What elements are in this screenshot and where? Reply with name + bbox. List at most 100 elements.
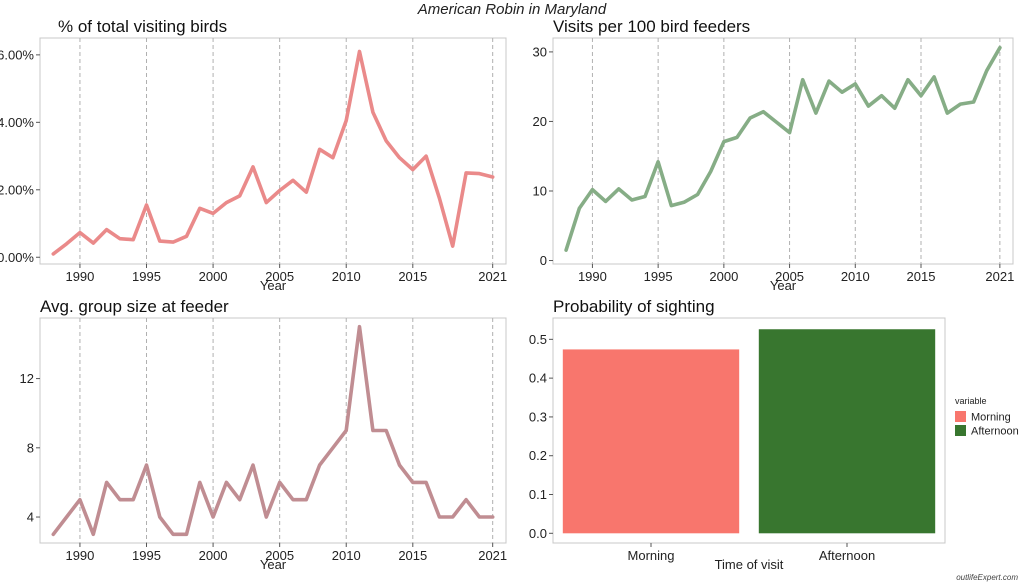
panel-3-data-point: [491, 516, 494, 518]
panel-1-data-point: [105, 228, 108, 231]
panel-3-data-point: [372, 429, 374, 432]
panel-1-xtick-label: 2021: [478, 269, 507, 284]
panel-1-data-point: [372, 111, 374, 114]
panel-1-xtick-label: 2005: [265, 269, 294, 284]
panel-4-ytick-label: 0.0: [529, 526, 547, 541]
legend: variable Morning Afternoon: [955, 396, 1019, 438]
panel-1-ytick-label: 4.00%: [0, 115, 34, 130]
panel-2-data-point: [907, 78, 909, 81]
panel-2-data-point: [657, 160, 659, 163]
panel-3-data-point: [238, 498, 241, 501]
figure-title: American Robin in Maryland: [417, 1, 607, 18]
panel-3-data-point: [412, 481, 414, 484]
panel-2-xtick-label: 2015: [907, 269, 936, 284]
chart-panel-2: Visits per 100 bird feeders 0 10 20 30 1990 19…: [533, 17, 1015, 293]
panel-2-data-point: [880, 94, 883, 97]
panel-2-data-point: [617, 188, 620, 190]
panel-3-ytick-label: 8: [27, 440, 34, 455]
panel-2-data-point: [985, 69, 988, 72]
panel-3-data-point: [145, 464, 148, 466]
panel-3-data-point: [438, 516, 441, 518]
panel-2-data-point: [854, 83, 857, 85]
panel-3-data-point: [465, 498, 467, 501]
panel-3-data-point: [132, 498, 134, 501]
panel-3-data-point: [225, 481, 228, 484]
legend-label-afternoon: Afternoon: [971, 426, 1019, 438]
panel-1-data-point: [491, 176, 494, 178]
panel-1-title: % of total visiting birds: [58, 17, 227, 36]
panel-3-xtick-label: 1990: [65, 548, 94, 563]
panel-1-xtick-label: 1995: [132, 269, 161, 284]
bar-afternoon: [758, 329, 936, 534]
panel-3-data-point: [52, 533, 55, 536]
panel-4-ytick-label: 0.2: [529, 448, 547, 463]
panel-2-data-point: [867, 105, 870, 107]
panel-2-data-point: [959, 103, 962, 105]
panel-2-data-point: [565, 249, 567, 251]
chart-panel-4: Probability of sighting 0.0 0.1 0.2 0.3 0.4 0.…: [529, 297, 1019, 572]
panel-3-data-point: [305, 498, 308, 501]
panel-2-xtick-label: 2010: [841, 269, 870, 284]
panel-4-xtick-label: Afternoon: [819, 548, 875, 563]
panel-2-title: Visits per 100 bird feeders: [553, 17, 750, 36]
panel-3-data-point: [265, 516, 268, 518]
panel-1-data-point: [358, 50, 361, 53]
bar-morning: [562, 349, 740, 534]
panel-3-data-point: [292, 498, 294, 501]
panel-3-data-point: [92, 533, 95, 536]
panel-2-data-point: [828, 80, 830, 82]
panel-2-data-point: [591, 188, 594, 191]
panel-2-data-point: [815, 112, 817, 114]
panel-2-plot-area: [552, 37, 1014, 265]
panel-3-data-point: [318, 464, 321, 466]
panel-1-xtick-label: 2000: [199, 269, 228, 284]
panel-1-data-point: [345, 119, 348, 122]
panel-1-data-point: [198, 207, 201, 210]
panel-2-ytick-label: 10: [533, 183, 547, 198]
panel-2-data-point: [696, 193, 699, 196]
panel-1-ytick-label: 6.00%: [0, 47, 34, 62]
panel-3-xtick-label: 2015: [398, 548, 427, 563]
panel-3-data-point: [358, 325, 361, 328]
panel-1-data-point: [119, 237, 121, 240]
panel-2-data-point: [946, 112, 949, 114]
panel-1-data-point: [412, 168, 414, 171]
panel-1-data-point: [145, 204, 148, 206]
panel-2-xtick-label: 2005: [775, 269, 804, 284]
chart-panel-3: Avg. group size at feeder 4 8 12 1990 1995 200…: [20, 297, 508, 572]
panel-3-data-point: [345, 429, 348, 432]
panel-4-title: Probability of sighting: [553, 297, 715, 316]
panel-1-data-point: [438, 197, 441, 200]
panel-3-xtick-label: 1995: [132, 548, 161, 563]
panel-1-data-point: [238, 195, 241, 197]
panel-3-data-point: [425, 481, 427, 484]
panel-2-xtick-label: 1990: [578, 269, 607, 284]
panel-2-xtick-label: 2021: [985, 269, 1014, 284]
panel-4-ytick-label: 0.4: [529, 371, 547, 386]
panel-1-data-point: [465, 172, 467, 174]
legend-swatch-morning: [955, 411, 966, 422]
panel-3-data-point: [478, 516, 481, 518]
panel-2-data-point: [933, 76, 935, 78]
panel-4-xtick-label: Morning: [628, 548, 675, 563]
legend-label-morning: Morning: [971, 412, 1011, 424]
panel-1-ytick-label: 2.00%: [0, 182, 34, 197]
panel-2-data-point: [972, 101, 975, 103]
panel-2-data-point: [683, 201, 686, 203]
panel-2-data-point: [670, 204, 673, 207]
panel-1-data-point: [451, 245, 454, 247]
panel-1-series-line: [51, 49, 495, 256]
panel-2-data-point: [578, 207, 581, 210]
panel-4-ytick-label: 0.5: [529, 332, 547, 347]
panel-1-data-point: [252, 166, 254, 168]
panel-3-data-point: [65, 516, 68, 518]
legend-title: variable: [955, 396, 987, 406]
panel-2-data-point: [841, 91, 843, 94]
panel-2-xtick-label: 1995: [644, 269, 673, 284]
panel-3-series-line: [51, 324, 495, 537]
panel-1-data-point: [212, 212, 214, 215]
panel-3-data-point: [172, 533, 174, 536]
panel-2-data-point: [644, 195, 646, 198]
chart-panels: % of total visiting birds 0.00% 2.00% 4.00%…: [0, 17, 1019, 572]
